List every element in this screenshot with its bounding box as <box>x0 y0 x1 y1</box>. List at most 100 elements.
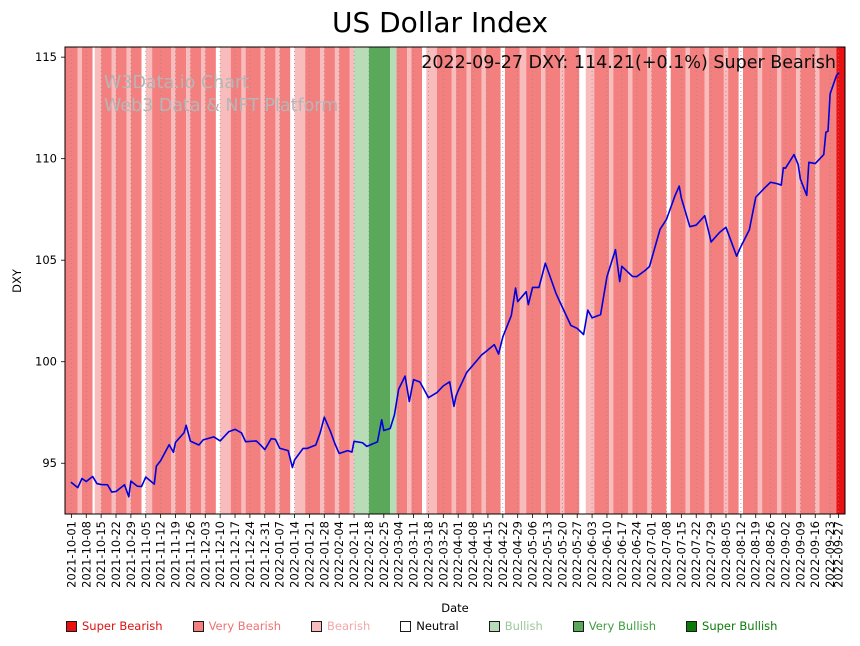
x-tick-label: 2022-09-02 <box>778 521 792 588</box>
x-tick-label: 2022-09-16 <box>808 521 822 588</box>
y-tick-label: 110 <box>35 152 57 166</box>
sentiment-band-bearish <box>704 47 709 514</box>
sentiment-band-neutral <box>666 47 671 514</box>
sentiment-band-very-bearish <box>708 47 724 514</box>
sentiment-band-bearish <box>241 47 246 514</box>
legend-item-very-bearish: Very Bearish <box>192 619 282 633</box>
sentiment-band-very-bearish <box>670 47 686 514</box>
sentiment-band-bearish <box>275 47 280 514</box>
sentiment-band-very-bearish <box>324 47 335 514</box>
legend-item-very-bullish: Very Bullish <box>572 619 657 633</box>
x-tick-label: 2022-04-15 <box>481 521 495 588</box>
sentiment-band-bearish <box>519 47 527 514</box>
sentiment-band-bearish <box>126 47 131 514</box>
sentiment-band-bearish <box>220 47 231 514</box>
sentiment-band-very-bearish <box>504 47 520 514</box>
sentiment-band-very-bearish <box>800 47 816 514</box>
x-tick-label: 2022-01-28 <box>317 521 331 588</box>
sentiment-band-neutral <box>422 47 427 514</box>
sentiment-band-very-bearish <box>819 47 837 514</box>
sentiment-band-neutral <box>738 47 743 514</box>
x-tick-label: 2022-02-11 <box>347 521 361 588</box>
sentiment-band-very-bearish <box>545 47 561 514</box>
sentiment-band-bearish <box>334 47 340 514</box>
legend-label-bearish: Bearish <box>327 619 371 633</box>
sentiment-band-very-bearish <box>728 47 739 514</box>
x-tick-label: 2022-04-29 <box>511 521 525 588</box>
sentiment-band-bearish <box>723 47 729 514</box>
x-tick-label: 2022-04-01 <box>451 521 465 588</box>
x-tick-label: 2022-02-04 <box>332 521 346 588</box>
sentiment-band-bearish <box>628 47 633 514</box>
sentiment-band-very-bearish <box>245 47 261 514</box>
sentiment-band-neutral <box>92 47 95 514</box>
sentiment-band-very-bearish <box>230 47 242 514</box>
x-tick-label: 2022-03-18 <box>421 521 435 588</box>
x-tick-label: 2021-10-08 <box>79 521 93 588</box>
x-tick-label: 2021-12-24 <box>243 521 257 588</box>
legend-label-bullish: Bullish <box>504 619 543 633</box>
sentiment-band-bearish <box>609 47 614 514</box>
plot-border <box>64 46 846 515</box>
sentiment-band-very-bearish <box>456 47 467 514</box>
sentiment-band-very-bearish <box>116 47 127 514</box>
legend-swatch-bullish <box>488 620 500 632</box>
legend-label-very-bullish: Very Bullish <box>588 619 657 633</box>
x-tick-label: 2022-07-01 <box>645 521 659 588</box>
legend-item-neutral: Neutral <box>400 619 459 633</box>
sentiment-band-bullish <box>354 47 369 514</box>
x-tick-label: 2022-07-22 <box>689 521 703 588</box>
x-tick-label: 2021-10-22 <box>109 521 123 588</box>
chart-title: US Dollar Index <box>331 6 549 39</box>
legend-swatch-bearish <box>311 620 323 632</box>
sentiment-band-bearish <box>481 47 486 514</box>
sentiment-band-very-bearish <box>411 47 423 514</box>
x-tick-label: 2022-02-18 <box>362 521 376 588</box>
x-tick-label: 2021-12-10 <box>213 521 227 588</box>
x-tick-label: 2022-05-27 <box>570 521 584 588</box>
x-tick-label: 2022-01-14 <box>288 521 302 588</box>
sentiment-band-bearish <box>560 47 565 514</box>
x-tick-label: 2022-08-26 <box>764 521 778 588</box>
sentiment-band-very-bearish <box>613 47 629 514</box>
sentiment-band-neutral <box>579 47 586 514</box>
sentiment-band-very-bearish <box>396 47 408 514</box>
legend-label-very-bearish: Very Bearish <box>208 619 282 633</box>
sentiment-band-bearish <box>145 47 153 514</box>
x-tick-label: 2021-11-12 <box>154 521 168 588</box>
legend-item-super-bullish: Super Bullish <box>686 619 777 633</box>
legend-swatch-very-bullish <box>572 620 584 632</box>
sentiment-band-bearish <box>186 47 191 514</box>
sentiment-band-very-bearish <box>279 47 291 514</box>
legend-item-super-bearish: Super Bearish <box>66 619 163 633</box>
sentiment-band-bearish <box>815 47 820 514</box>
x-tick-label: 2022-06-03 <box>585 521 599 588</box>
x-tick-label: 2022-08-19 <box>749 521 763 588</box>
sentiment-band-very-bearish <box>339 47 350 514</box>
x-tick-label: 2022-07-08 <box>659 521 673 588</box>
legend-item-bullish: Bullish <box>488 619 543 633</box>
x-tick-label: 2021-12-03 <box>198 521 212 588</box>
legend-label-super-bearish: Super Bearish <box>82 619 163 633</box>
x-tick-label: 2022-03-04 <box>392 521 406 588</box>
x-tick-label: 2022-05-20 <box>555 521 569 588</box>
sentiment-band-bearish <box>757 47 763 514</box>
x-tick-label: 2022-07-29 <box>704 521 718 588</box>
sentiment-band-very-bearish <box>781 47 797 514</box>
sentiment-band-very-bearish <box>305 47 321 514</box>
x-tick-label: 2021-11-19 <box>169 521 183 588</box>
sentiment-band-bearish <box>541 47 546 514</box>
sentiment-band-very-bearish <box>175 47 187 514</box>
x-tick-label: 2022-07-15 <box>674 521 688 588</box>
sentiment-band-very-bearish <box>594 47 610 514</box>
sentiment-band-very-bearish <box>470 47 482 514</box>
sentiment-band-bearish <box>94 47 102 514</box>
x-tick-label: 2022-02-25 <box>377 521 391 588</box>
sentiment-band-very-bearish <box>101 47 112 514</box>
x-tick-label: 2022-03-25 <box>436 521 450 588</box>
sentiment-band-bearish <box>201 47 206 514</box>
latest-value-annotation: 2022-09-27 DXY: 114.21(+0.1%) Super Bear… <box>421 53 836 73</box>
y-tick-label: 115 <box>35 50 57 64</box>
